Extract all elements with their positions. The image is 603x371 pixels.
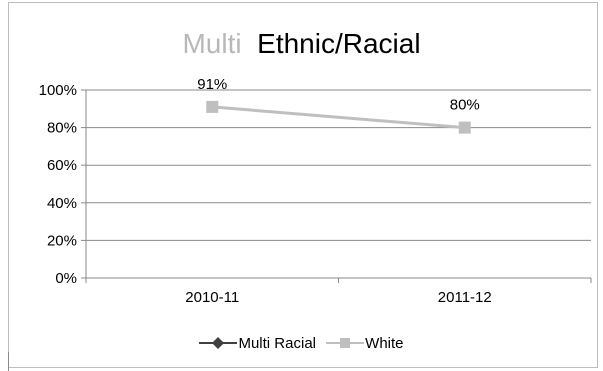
y-tick-label-1: 20% [47, 232, 77, 249]
legend-label-white: White [365, 334, 404, 352]
x-tick-label-1: 2011-12 [438, 289, 492, 306]
legend-item-white[interactable]: White [326, 334, 404, 352]
y-tick-label-4: 80% [47, 120, 77, 137]
legend-symbol-white [326, 337, 365, 349]
y-tick-label-3: 60% [47, 157, 77, 174]
chart-title-part-2: Ethnic/Racial [257, 28, 421, 59]
series-line-1 [212, 105, 465, 130]
chart-legend: Multi Racial White [0, 334, 603, 352]
chart-title-part-1: Multi [182, 28, 250, 59]
legend-symbol-multi-racial [199, 337, 238, 350]
y-tick-label-5: 100% [39, 82, 77, 99]
chart-title: Multi Ethnic/Racial [0, 28, 603, 60]
chart-frame [8, 2, 598, 368]
frame-edge-mark [8, 352, 9, 371]
y-tick-label-2: 40% [47, 195, 77, 212]
series-1-point-1 [458, 121, 471, 134]
series-1-point-0 [206, 100, 219, 113]
y-tick-label-0: 0% [55, 270, 77, 287]
data-label-0: 91% [197, 76, 227, 93]
legend-item-multi-racial[interactable]: Multi Racial [199, 335, 316, 352]
legend-label-multi-racial: Multi Racial [238, 334, 316, 352]
x-tick-label-0: 2010-11 [185, 289, 239, 306]
data-label-1: 80% [450, 97, 480, 114]
